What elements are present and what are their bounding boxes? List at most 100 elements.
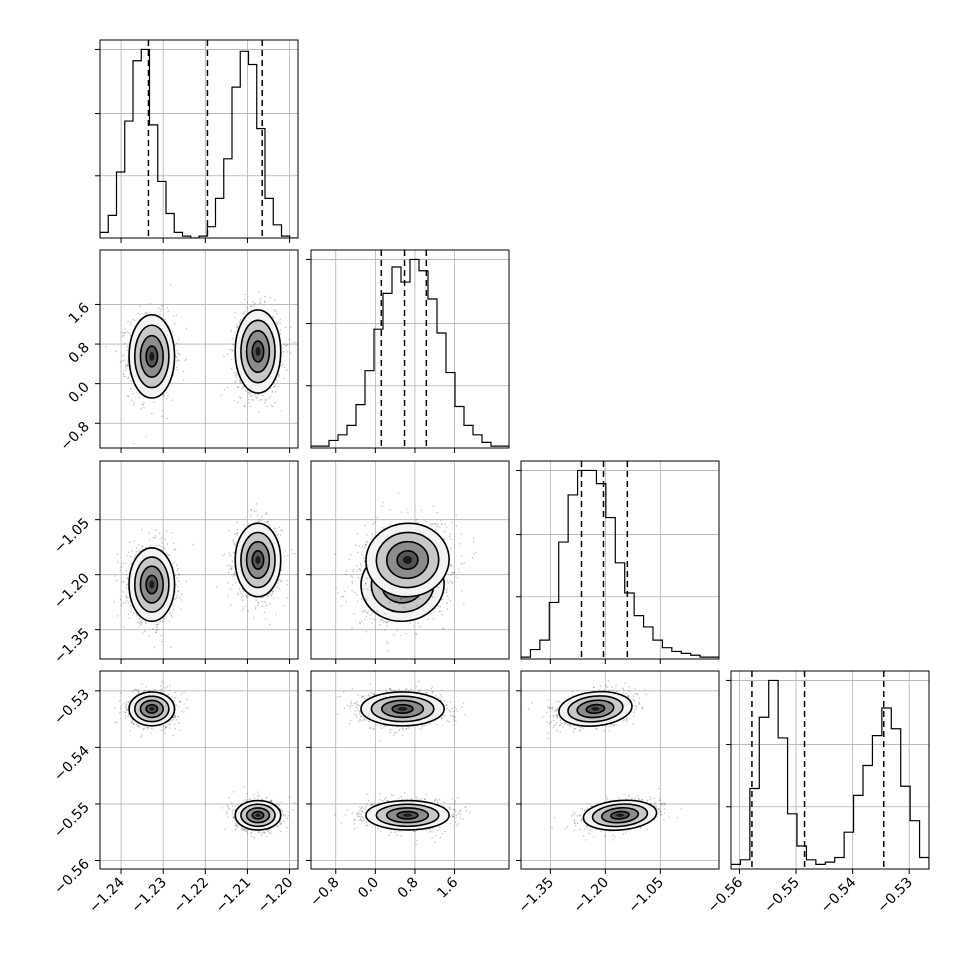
sample-point	[228, 568, 231, 571]
sample-point	[240, 397, 242, 400]
sample-point	[271, 315, 274, 318]
sample-point	[276, 381, 279, 383]
sample-point	[127, 376, 130, 379]
panel-1-0: −0.80.00.81.6	[57, 249, 299, 454]
sample-point	[164, 318, 166, 321]
sample-point	[127, 578, 129, 580]
sample-point	[242, 385, 244, 388]
sample-point	[253, 510, 256, 512]
sample-point	[278, 526, 281, 529]
sample-point	[255, 397, 258, 400]
sample-point	[149, 539, 151, 542]
y-tick-label: −1.35	[51, 625, 93, 667]
sample-point	[244, 310, 246, 313]
panel-frame	[99, 249, 299, 449]
sample-point	[159, 310, 162, 312]
contour-line	[245, 329, 271, 374]
sample-point	[233, 551, 235, 553]
sample-point	[259, 302, 261, 305]
sample-point	[239, 381, 241, 384]
sample-point	[252, 304, 255, 307]
sample-point	[177, 589, 180, 592]
sample-point	[248, 402, 250, 404]
sample-point	[123, 359, 125, 361]
sample-point	[155, 529, 157, 531]
sample-point	[140, 528, 143, 531]
contour-line	[251, 340, 265, 363]
sample-point	[176, 594, 179, 596]
sample-point	[286, 343, 289, 346]
sample-point	[138, 318, 140, 321]
sample-point	[158, 621, 160, 624]
sample-point	[173, 605, 175, 607]
panel-1-1	[306, 249, 510, 453]
density-layer	[334, 491, 477, 652]
sample-point	[105, 345, 107, 348]
sample-point	[133, 442, 135, 445]
sample-point	[264, 601, 267, 604]
sample-point	[159, 634, 162, 637]
sample-point	[177, 359, 179, 361]
contour-line	[145, 574, 159, 595]
sample-point	[249, 391, 251, 394]
sample-point	[166, 307, 169, 309]
sample-point	[176, 356, 178, 359]
sample-point	[274, 310, 277, 312]
sample-point	[232, 575, 235, 577]
sample-point	[161, 415, 163, 418]
sample-point	[151, 412, 153, 415]
sample-point	[242, 595, 244, 597]
sample-point	[133, 611, 135, 614]
sample-point	[127, 364, 129, 366]
sample-point	[171, 399, 174, 401]
sample-point	[149, 544, 152, 547]
sample-point	[226, 564, 229, 567]
sample-point	[237, 401, 239, 404]
sample-point	[275, 313, 278, 315]
sample-point	[265, 604, 268, 607]
sample-point	[141, 545, 144, 547]
sample-point	[164, 538, 166, 540]
sample-point	[277, 582, 279, 584]
sample-point	[123, 332, 126, 334]
sample-point	[176, 349, 178, 352]
sample-point	[269, 593, 272, 596]
sample-point	[245, 594, 247, 596]
sample-point	[166, 530, 168, 532]
sample-point	[231, 349, 233, 352]
sample-point	[379, 623, 382, 626]
sample-point	[284, 550, 287, 552]
sample-point	[122, 581, 125, 583]
sample-point	[265, 399, 267, 402]
sample-point	[133, 401, 135, 404]
sample-point	[280, 534, 282, 537]
sample-point	[233, 371, 236, 374]
sample-point	[139, 621, 142, 623]
sample-point	[257, 601, 260, 604]
sample-point	[124, 332, 126, 334]
sample-point	[290, 549, 293, 551]
sample-point	[250, 305, 252, 307]
sample-point	[360, 568, 363, 571]
sample-point	[226, 353, 229, 356]
sample-point	[182, 370, 185, 373]
contour-line	[245, 540, 271, 580]
sample-point	[159, 313, 161, 316]
sample-point	[264, 301, 266, 303]
contour-line	[234, 522, 282, 598]
sample-point	[154, 536, 156, 539]
sample-point	[252, 399, 254, 402]
sample-point	[240, 592, 243, 595]
sample-point	[155, 631, 157, 634]
sample-point	[258, 399, 261, 402]
sample-point	[220, 394, 223, 397]
sample-point	[275, 613, 278, 616]
sample-point	[129, 324, 132, 326]
sample-point	[257, 394, 260, 396]
sample-point	[263, 401, 266, 404]
sample-point	[353, 613, 356, 615]
sample-point	[124, 601, 127, 604]
sample-point	[125, 562, 127, 564]
sample-point	[255, 396, 258, 399]
sample-point	[242, 312, 245, 315]
